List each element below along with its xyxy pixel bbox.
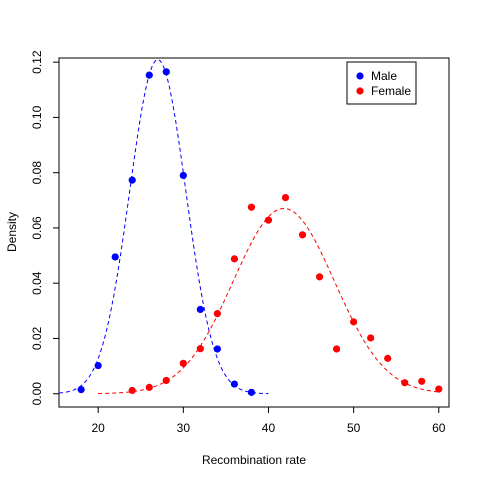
point-female — [179, 359, 187, 367]
y-tick-label: 0.12 — [30, 50, 44, 74]
x-tick-label: 50 — [347, 421, 361, 435]
point-male — [162, 68, 170, 76]
point-female — [196, 345, 204, 353]
y-axis-title: Density — [5, 212, 19, 252]
point-male — [77, 385, 85, 394]
plot-frame — [58, 57, 450, 408]
point-female — [264, 216, 273, 224]
point-male — [213, 345, 221, 353]
point-female — [435, 385, 443, 393]
y-tick-label: 0.04 — [30, 271, 44, 295]
point-female — [298, 231, 307, 239]
data-points — [77, 68, 443, 396]
point-male — [247, 388, 256, 396]
point-female — [367, 334, 375, 342]
fit-curve-male — [58, 59, 269, 395]
point-female — [247, 203, 256, 211]
point-female — [350, 318, 358, 326]
y-tick-label: 0.02 — [30, 326, 44, 350]
y-tick-label: 0.10 — [30, 105, 44, 129]
point-female — [230, 255, 239, 263]
point-female — [418, 377, 426, 385]
x-tick-label: 20 — [91, 421, 105, 435]
fit-curve-female — [98, 207, 439, 395]
point-male — [196, 305, 204, 314]
point-male — [128, 176, 136, 184]
point-female — [384, 354, 392, 362]
point-female — [315, 273, 324, 281]
legend-box — [346, 61, 417, 105]
point-male — [94, 361, 102, 370]
point-female — [162, 376, 170, 385]
x-tick-label: 60 — [432, 421, 446, 435]
point-female — [281, 193, 290, 202]
point-male — [111, 253, 119, 261]
y-axis: 0.00 0.02 0.04 0.06 0.08 0.10 0.12 — [30, 50, 59, 405]
x-tick-label: 40 — [262, 421, 276, 435]
legend: Male Female — [346, 61, 417, 105]
legend-marker-female — [356, 87, 364, 95]
point-male — [145, 71, 153, 79]
point-male — [230, 380, 239, 388]
point-female — [128, 386, 136, 395]
y-tick-label: 0.00 — [30, 382, 44, 406]
legend-marker-male — [356, 72, 364, 80]
x-tick-label: 30 — [177, 421, 191, 435]
y-tick-label: 0.08 — [30, 161, 44, 185]
fitted-curves — [58, 59, 439, 395]
point-female — [145, 383, 153, 391]
y-tick-label: 0.06 — [30, 216, 44, 240]
x-axis-title: Recombination rate — [202, 453, 306, 467]
point-male — [179, 171, 187, 180]
point-female — [401, 379, 409, 387]
legend-label-male: Male — [371, 69, 397, 83]
point-female — [332, 345, 341, 353]
legend-label-female: Female — [371, 84, 411, 98]
x-axis: 20 30 40 50 60 — [91, 407, 446, 435]
point-female — [213, 310, 221, 318]
